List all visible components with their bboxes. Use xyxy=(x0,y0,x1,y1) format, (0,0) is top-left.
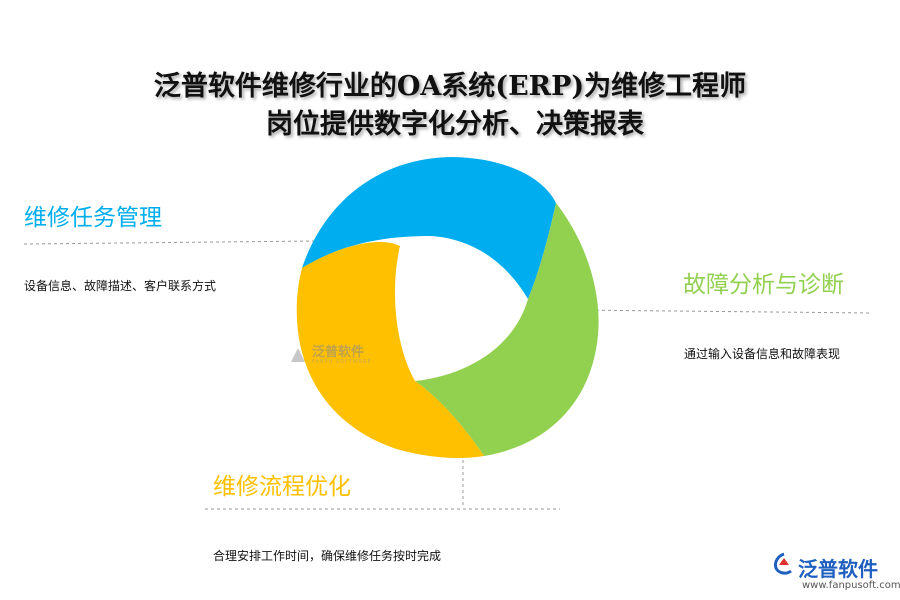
watermark-text: 泛普软件 xyxy=(312,344,365,360)
desc-fault-analysis: 通过输入设备信息和故障表现 xyxy=(684,347,841,361)
center-watermark: 泛普软件 FANPU SOFTWARE xyxy=(288,345,372,365)
heading-process-optimization: 维修流程优化 xyxy=(213,474,351,500)
segment-task xyxy=(302,157,556,299)
heading-task-management: 维修任务管理 xyxy=(24,205,162,231)
watermark-logo-icon xyxy=(291,348,305,362)
brand-logo: 泛普软件 www.fanpusoft.com xyxy=(772,550,900,594)
leader-line-task xyxy=(23,240,317,245)
brand-url: www.fanpusoft.com xyxy=(802,580,900,591)
segment-fault xyxy=(415,203,599,456)
segment-flow xyxy=(296,241,484,458)
page-title: 泛普软件维修行业的OA系统(ERP)为维修工程师 岗位提供数字化分析、决策报表 xyxy=(0,68,900,144)
title-line-1: 泛普软件维修行业的OA系统(ERP)为维修工程师 xyxy=(153,71,747,102)
title-line-2: 岗位提供数字化分析、决策报表 xyxy=(266,109,644,140)
brand-logo-icon xyxy=(774,552,792,575)
leader-line-fault xyxy=(571,309,873,314)
heading-fault-analysis: 故障分析与诊断 xyxy=(683,272,844,298)
desc-process-optimization: 合理安排工作时间，确保维修任务按时完成 xyxy=(213,549,442,563)
watermark-subtext: FANPU SOFTWARE xyxy=(312,358,372,365)
brand-name: 泛普软件 xyxy=(798,557,878,581)
desc-task-management: 设备信息、故障描述、客户联系方式 xyxy=(24,279,217,293)
